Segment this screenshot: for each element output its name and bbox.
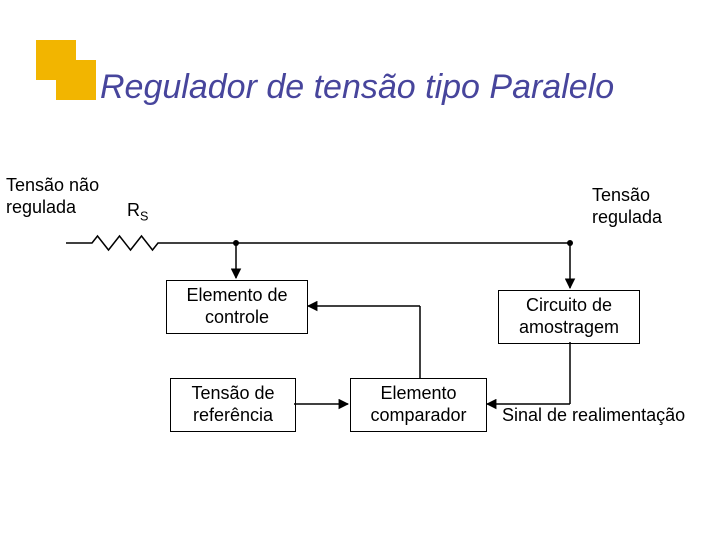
node-sampling: Circuito deamostragem <box>498 290 640 344</box>
label-unregulated-l2: regulada <box>6 197 76 217</box>
node-control: Elemento decontrole <box>166 280 308 334</box>
page-title: Regulador de tensão tipo Paralelo <box>100 68 614 107</box>
node-sampling-label: Circuito deamostragem <box>519 295 619 338</box>
node-comparator-label: Elementocomparador <box>370 383 466 426</box>
label-unregulated: Tensão não regulada <box>6 175 99 218</box>
node-control-label: Elemento decontrole <box>186 285 287 328</box>
label-rs-r: R <box>127 200 140 220</box>
label-feedback: Sinal de realimentação <box>502 405 685 427</box>
node-comparator: Elementocomparador <box>350 378 487 432</box>
node-reference-label: Tensão dereferência <box>191 383 274 426</box>
label-rs-s: S <box>140 210 148 224</box>
label-regulated: Tensão regulada <box>592 185 662 228</box>
label-regulated-l2: regulada <box>592 207 662 227</box>
label-unregulated-l1: Tensão não <box>6 175 99 195</box>
node-reference: Tensão dereferência <box>170 378 296 432</box>
label-regulated-l1: Tensão <box>592 185 650 205</box>
label-rs: RS <box>127 200 148 225</box>
accent-box-2 <box>56 60 96 100</box>
